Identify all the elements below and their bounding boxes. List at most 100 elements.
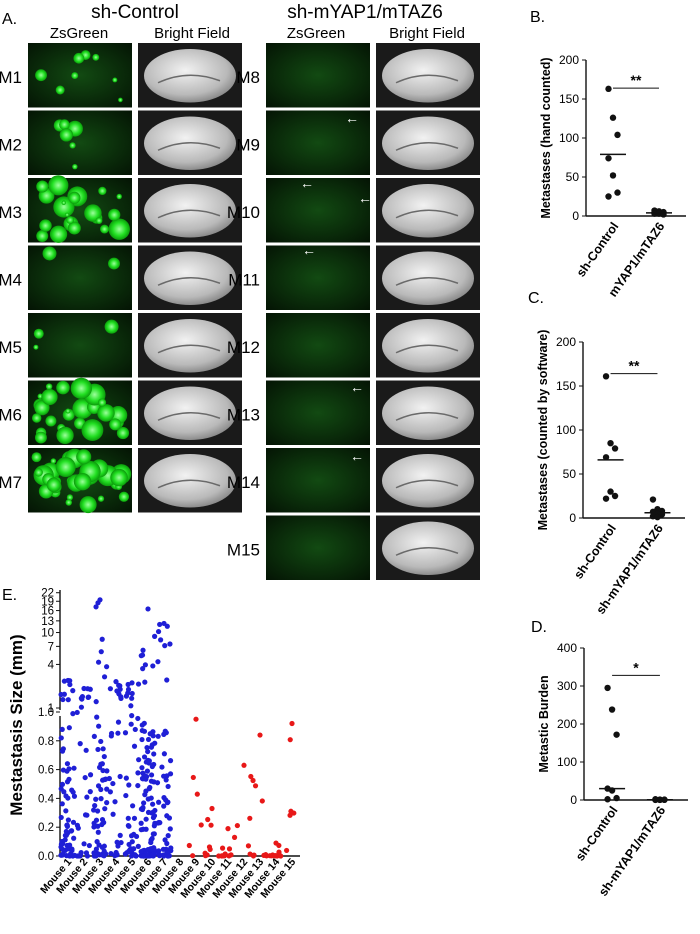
data-point <box>104 664 110 670</box>
y-tick-label: 150 <box>559 92 579 106</box>
data-point <box>162 837 168 843</box>
y-tick-label: 1.0 <box>38 707 54 719</box>
data-point <box>122 851 128 857</box>
data-point <box>278 853 284 859</box>
panel-c-letter: C. <box>528 290 544 307</box>
metastasis-spot <box>68 191 81 204</box>
y-tick-label: 200 <box>557 717 577 731</box>
data-point <box>99 636 105 642</box>
data-point <box>247 815 253 821</box>
knockdown-col-zsgreen: ZsGreen <box>287 25 345 42</box>
data-point <box>129 695 135 701</box>
data-point <box>107 686 113 692</box>
data-point <box>95 659 102 665</box>
data-point <box>61 691 67 697</box>
metastasis-spot <box>31 452 42 463</box>
data-point <box>64 822 70 828</box>
metastasis-spot <box>72 398 93 419</box>
metastasis-spot <box>67 221 81 235</box>
data-point <box>165 833 171 839</box>
y-tick-label: 400 <box>557 641 577 655</box>
y-tick-label: 0 <box>572 209 579 223</box>
data-point <box>157 621 163 628</box>
arrow-marker: ← <box>350 448 364 464</box>
data-point-max <box>209 805 215 812</box>
data-point-max <box>81 685 87 692</box>
mouse-label-m10: M10 <box>227 203 260 222</box>
data-point <box>136 757 142 763</box>
data-point <box>150 801 156 807</box>
data-point <box>226 853 232 859</box>
panel-b-letter: B. <box>530 9 545 26</box>
metastasis-spot <box>116 193 122 200</box>
data-point <box>91 807 97 813</box>
data-point <box>112 799 118 805</box>
data-point <box>139 806 146 813</box>
metastasis-spot <box>41 388 58 406</box>
data-point <box>198 822 204 828</box>
data-point <box>611 445 619 452</box>
data-point <box>83 850 90 856</box>
metastasis-spot <box>97 495 105 502</box>
y-tick-label: 0.8 <box>38 736 54 748</box>
data-point-max <box>113 679 119 685</box>
data-point <box>95 746 101 753</box>
data-point <box>207 846 213 852</box>
data-point <box>123 792 129 799</box>
data-point <box>65 697 71 703</box>
y-tick-label: 100 <box>557 755 577 769</box>
data-point <box>138 827 144 833</box>
data-point-max <box>193 716 199 722</box>
y-axis-label: Metastases (hand counted) <box>539 57 553 218</box>
data-point <box>219 845 226 851</box>
data-point <box>150 851 157 857</box>
data-point <box>108 850 114 857</box>
data-point <box>84 812 90 818</box>
data-point <box>602 454 610 461</box>
metastasis-spot <box>59 119 70 130</box>
data-point <box>190 853 196 859</box>
data-point <box>70 711 76 717</box>
data-point <box>148 772 155 778</box>
data-point <box>63 853 70 859</box>
data-point <box>145 809 152 815</box>
data-point <box>651 210 658 217</box>
data-point <box>139 652 146 658</box>
metastasis-spot <box>33 344 39 350</box>
data-point <box>69 847 75 854</box>
metastasis-spot <box>69 142 76 149</box>
data-point <box>98 796 104 802</box>
data-point <box>614 131 621 139</box>
data-point <box>611 492 619 500</box>
data-point <box>145 736 152 743</box>
data-point <box>87 772 94 778</box>
metastasis-spot <box>39 219 52 232</box>
metastasis-spot <box>81 419 104 441</box>
data-point <box>604 684 611 692</box>
data-point <box>140 647 146 653</box>
data-point <box>81 841 87 847</box>
metastasis-spot <box>97 398 107 407</box>
metastasis-spot <box>48 175 69 196</box>
data-point <box>151 831 157 837</box>
data-point <box>63 828 69 835</box>
data-point <box>141 728 148 734</box>
data-point <box>66 725 72 731</box>
data-point <box>92 851 98 858</box>
metastasis-spot <box>84 204 102 222</box>
data-point <box>150 663 156 669</box>
data-point <box>130 803 136 809</box>
metastasis-spot <box>108 218 130 240</box>
data-point <box>162 643 168 649</box>
arrow-marker: ← <box>300 175 314 191</box>
data-point-max <box>65 677 71 684</box>
data-point <box>95 783 102 789</box>
data-point <box>194 791 200 797</box>
data-point <box>208 822 214 828</box>
tissue-lobe-line <box>395 209 459 219</box>
y-tick-label: 0 <box>569 511 576 525</box>
zsgreen-image <box>266 515 370 580</box>
metastasis-spot <box>116 426 130 440</box>
data-point <box>609 114 617 121</box>
data-point <box>93 699 99 705</box>
